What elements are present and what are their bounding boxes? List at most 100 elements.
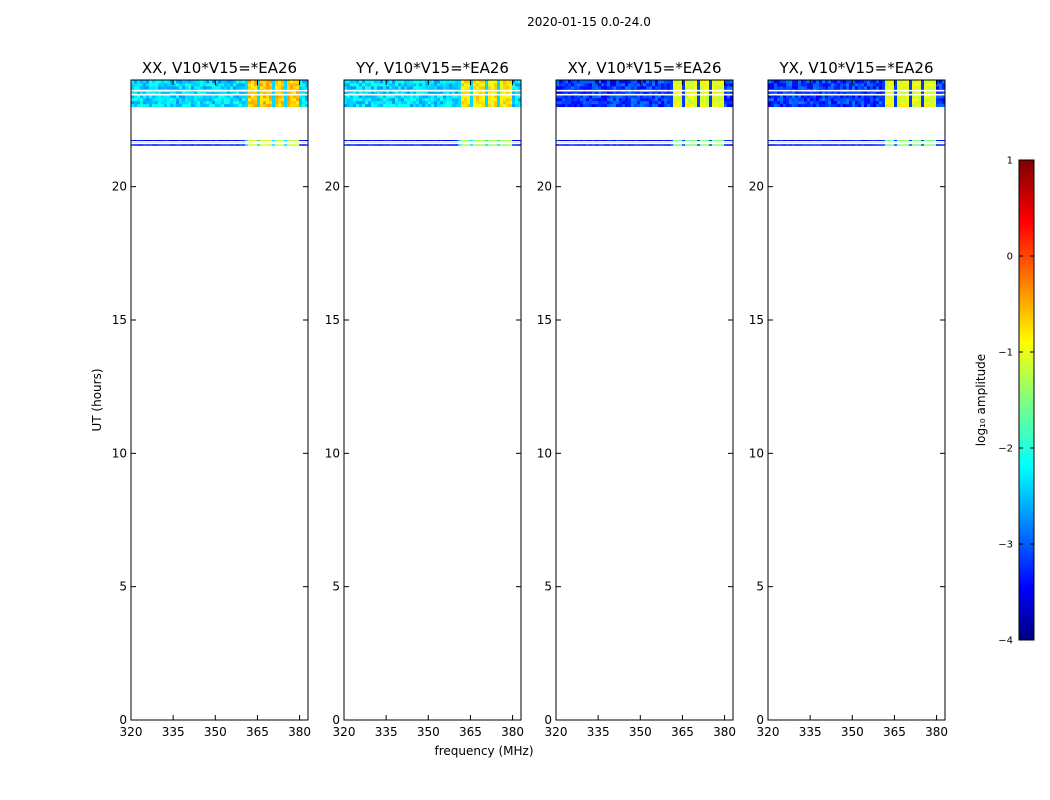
heatmap-cell [813,82,817,87]
y-tick-label: 5 [544,580,552,594]
heatmap-cell [888,80,892,84]
heatmap-cell [837,80,841,84]
heatmap-cell [425,100,429,105]
heatmap-cell [780,82,784,87]
heatmap-cell [927,94,931,99]
heatmap-cell [807,97,811,102]
heatmap-cell [664,80,668,84]
heatmap-cell [296,91,300,96]
heatmap-cell [377,143,381,146]
heatmap-cell [658,94,662,99]
heatmap-cell [302,85,306,90]
heatmap-cell [143,85,147,90]
heatmap-cell [783,82,787,87]
heatmap-cell [461,103,465,108]
heatmap-cell [224,91,228,96]
heatmap-cell [795,82,799,87]
heatmap-cell [356,103,360,108]
heatmap-cell [595,94,599,99]
heatmap-cell [389,100,393,105]
heatmap-cell [646,85,650,90]
heatmap-cell [592,100,596,105]
heatmap-cell [290,80,294,84]
heatmap-cell [485,103,489,108]
heatmap-cell [834,80,838,84]
heatmap-cell [143,91,147,96]
heatmap-cell [374,85,378,90]
heatmap-cell [855,103,859,108]
heatmap-cell [197,103,201,108]
heatmap-cell [272,91,276,96]
heatmap-cell [795,91,799,96]
heatmap-cell [676,143,680,146]
heatmap-cell [670,80,674,84]
heatmap-cell [664,97,668,102]
heatmap-cell [419,91,423,96]
heatmap-cell [861,85,865,90]
heatmap-cell [197,143,201,146]
heatmap-cell [467,85,471,90]
heatmap-cell [362,91,366,96]
heatmap-cell [634,82,638,87]
heatmap-cell [392,85,396,90]
heatmap-cell [873,100,877,105]
heatmap-cell [643,94,647,99]
heatmap-cell [167,85,171,90]
heatmap-cell [302,100,306,105]
heatmap-cell [170,143,174,146]
heatmap-cell [185,85,189,90]
heatmap-cell [167,103,171,108]
heatmap-cell [209,97,213,102]
heatmap-cell [362,82,366,87]
heatmap-cell [194,103,198,108]
heatmap-cell [272,103,276,108]
heatmap-cell [149,143,153,146]
heatmap-cell [640,103,644,108]
heatmap-cell [580,91,584,96]
heatmap-cell [571,85,575,90]
heatmap-cell [515,100,519,105]
heatmap-cell [422,82,426,87]
heatmap-cell [921,91,925,96]
heatmap-cell [774,94,778,99]
heatmap-cell [688,103,692,108]
heatmap-cell [407,100,411,105]
heatmap-cell [921,85,925,90]
heatmap-cell [278,143,282,146]
heatmap-cell [518,100,522,105]
heatmap-cell [810,80,814,84]
heatmap-cell [293,85,297,90]
heatmap-cell [515,91,519,96]
heatmap-cell [410,103,414,108]
heatmap-cell [634,91,638,96]
heatmap-cell [458,82,462,87]
heatmap-cell [497,97,501,102]
heatmap-cell [676,94,680,99]
heatmap-cell [921,100,925,105]
heatmap-cell [155,82,159,87]
heatmap-cell [640,100,644,105]
heatmap-cell [347,85,351,90]
heatmap-cell [574,85,578,90]
heatmap-cell [918,85,922,90]
heatmap-cell [299,94,303,99]
heatmap-cell [825,80,829,84]
heatmap-cell [595,100,599,105]
heatmap-cell [155,80,159,84]
heatmap-cell [721,82,725,87]
heatmap-cell [936,143,940,146]
x-tick-label: 335 [162,725,185,739]
heatmap-cell [197,80,201,84]
heatmap-cell [464,94,468,99]
heatmap-cell [798,82,802,87]
heatmap-cell [930,143,934,146]
heatmap-cell [936,94,940,99]
y-tick-label: 5 [756,580,764,594]
heatmap-cell [879,143,883,146]
heatmap-cell [395,85,399,90]
heatmap-cell [230,91,234,96]
heatmap-cell [688,85,692,90]
heatmap-cell [449,94,453,99]
heatmap-cell [819,91,823,96]
